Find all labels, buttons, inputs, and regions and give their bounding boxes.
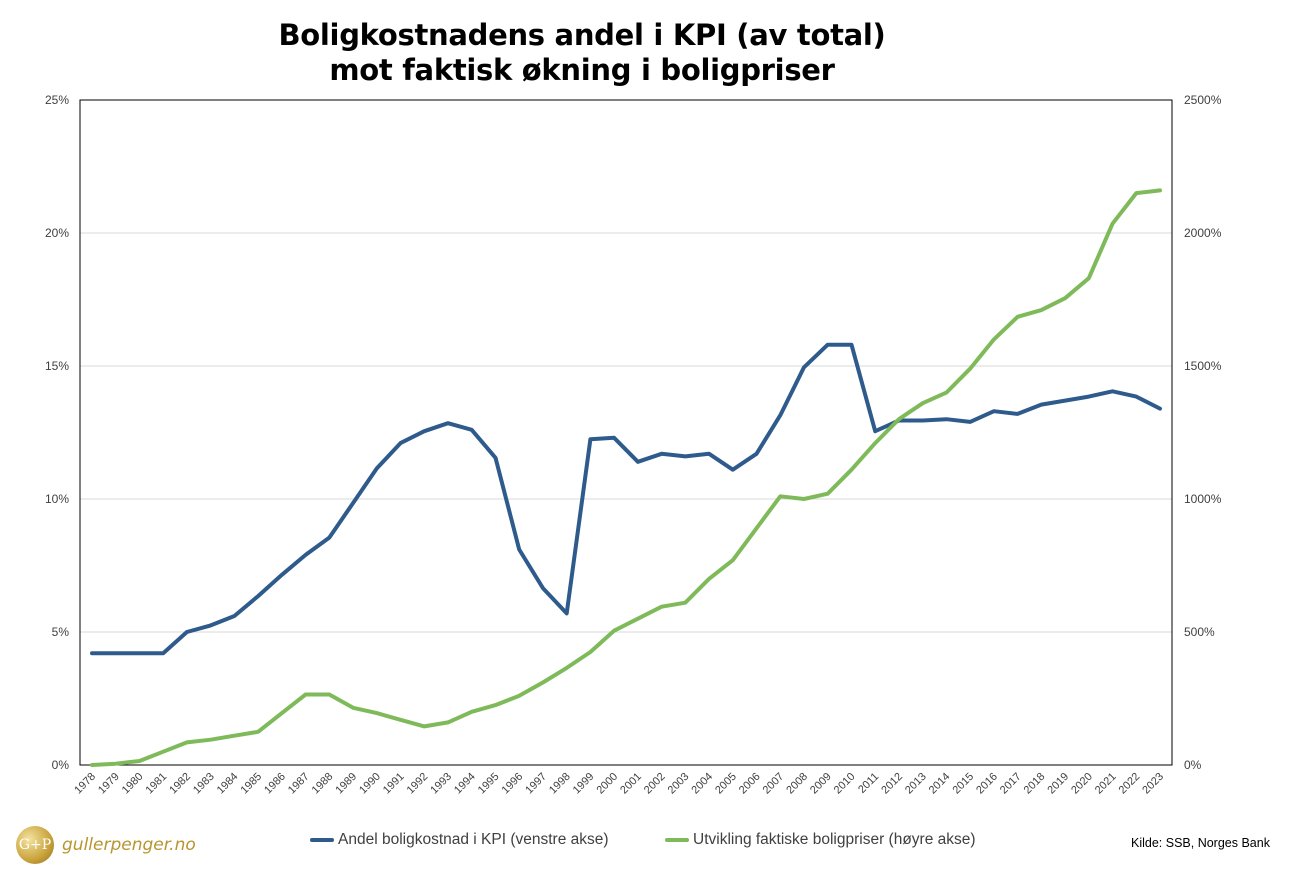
x-tick-label: 1983 bbox=[191, 771, 217, 797]
x-tick-label: 2006 bbox=[737, 771, 763, 797]
plot-frame bbox=[79, 99, 1173, 766]
x-tick-label: 2009 bbox=[808, 771, 834, 797]
left-tick-label: 0% bbox=[52, 758, 70, 772]
x-tick-label: 1989 bbox=[333, 771, 359, 797]
left-tick-label: 20% bbox=[45, 226, 69, 240]
x-tick-label: 2017 bbox=[998, 771, 1024, 797]
x-tick-label: 2007 bbox=[761, 771, 787, 797]
left-axis-ticks: 0% 5% 10% 15% 20% 25% bbox=[45, 93, 69, 772]
x-tick-label: 2004 bbox=[689, 771, 715, 797]
right-tick-label: 2000% bbox=[1184, 226, 1222, 240]
x-tick-label: 2023 bbox=[1140, 771, 1166, 797]
x-tick-label: 1994 bbox=[452, 771, 478, 797]
legend-label-house-prices: Utvikling faktiske boligpriser (høyre ak… bbox=[693, 831, 976, 848]
x-tick-label: 1980 bbox=[120, 771, 146, 797]
legend-item-house-prices: Utvikling faktiske boligpriser (høyre ak… bbox=[665, 831, 976, 849]
chart-title-line-2: mot faktisk økning i boligpriser bbox=[329, 53, 835, 87]
right-axis-ticks: 0% 500% 1000% 1500% 2000% 2500% bbox=[1184, 93, 1222, 772]
x-tick-label: 1982 bbox=[167, 771, 193, 797]
x-tick-label: 1986 bbox=[262, 771, 288, 797]
right-tick-label: 2500% bbox=[1184, 93, 1222, 107]
x-tick-label: 2010 bbox=[832, 771, 858, 797]
x-tick-label: 1998 bbox=[547, 771, 573, 797]
series-line-house-prices bbox=[90, 188, 1162, 767]
legend-swatch-green bbox=[665, 838, 689, 842]
right-tick-label: 0% bbox=[1184, 758, 1202, 772]
x-tick-label: 2014 bbox=[927, 771, 953, 797]
series-lines bbox=[90, 188, 1162, 767]
left-tick-label: 10% bbox=[45, 492, 69, 506]
right-tick-label: 1000% bbox=[1184, 492, 1222, 506]
x-tick-label: 1979 bbox=[96, 771, 122, 797]
x-tick-label: 2011 bbox=[856, 771, 881, 796]
x-tick-label: 1996 bbox=[500, 771, 526, 797]
x-tick-label: 2015 bbox=[950, 771, 976, 797]
left-tick-label: 15% bbox=[45, 359, 69, 373]
legend-swatch-blue bbox=[310, 838, 334, 842]
x-tick-label: 1997 bbox=[523, 771, 549, 797]
brand-logo: G+P gullerpenger.no bbox=[16, 826, 196, 864]
x-tick-label: 1995 bbox=[476, 771, 502, 797]
x-tick-label: 1993 bbox=[428, 771, 454, 797]
x-tick-label: 2022 bbox=[1117, 771, 1143, 797]
x-tick-label: 2008 bbox=[784, 771, 810, 797]
x-tick-label: 2016 bbox=[974, 771, 1000, 797]
x-tick-label: 1992 bbox=[405, 771, 431, 797]
x-tick-label: 2003 bbox=[666, 771, 692, 797]
chart-title: Boligkostnadens andel i KPI (av total) m… bbox=[232, 18, 932, 88]
legend-item-kpi-share: Andel boligkostnad i KPI (venstre akse) bbox=[310, 831, 609, 849]
x-tick-label: 1987 bbox=[286, 771, 312, 797]
x-tick-label: 2001 bbox=[618, 771, 644, 797]
right-tick-label: 1500% bbox=[1184, 359, 1222, 373]
x-tick-label: 2000 bbox=[594, 771, 620, 797]
x-tick-label: 2019 bbox=[1045, 771, 1071, 797]
left-tick-label: 5% bbox=[52, 625, 70, 639]
logo-mark: G+P bbox=[16, 826, 54, 864]
x-tick-label: 2013 bbox=[903, 771, 929, 797]
source-note: Kilde: SSB, Norges Bank bbox=[1131, 836, 1270, 850]
x-tick-label: 1985 bbox=[238, 771, 264, 797]
x-tick-label: 2021 bbox=[1093, 771, 1119, 797]
x-axis-ticks: 1978197919801981198219831984198519861987… bbox=[72, 771, 1166, 797]
chart-title-line-1: Boligkostnadens andel i KPI (av total) bbox=[278, 18, 886, 52]
x-tick-label: 1981 bbox=[144, 771, 170, 797]
series-line-kpi-share bbox=[90, 342, 1162, 656]
x-tick-label: 1978 bbox=[72, 771, 98, 797]
x-tick-label: 2020 bbox=[1069, 771, 1095, 797]
x-tick-label: 2018 bbox=[1022, 771, 1048, 797]
legend-label-kpi-share: Andel boligkostnad i KPI (venstre akse) bbox=[338, 831, 609, 848]
x-tick-label: 2012 bbox=[879, 771, 905, 797]
x-tick-label: 1991 bbox=[381, 771, 407, 797]
x-tick-label: 2005 bbox=[713, 771, 739, 797]
axes bbox=[79, 99, 1173, 766]
x-tick-label: 1990 bbox=[357, 771, 383, 797]
x-tick-label: 2002 bbox=[642, 771, 668, 797]
right-tick-label: 500% bbox=[1184, 625, 1215, 639]
gridlines bbox=[80, 99, 1172, 633]
left-tick-label: 25% bbox=[45, 93, 69, 107]
x-tick-label: 1984 bbox=[215, 771, 241, 797]
x-tick-label: 1999 bbox=[571, 771, 597, 797]
x-tick-label: 1988 bbox=[310, 771, 336, 797]
brand-name: gullerpenger.no bbox=[62, 835, 196, 855]
